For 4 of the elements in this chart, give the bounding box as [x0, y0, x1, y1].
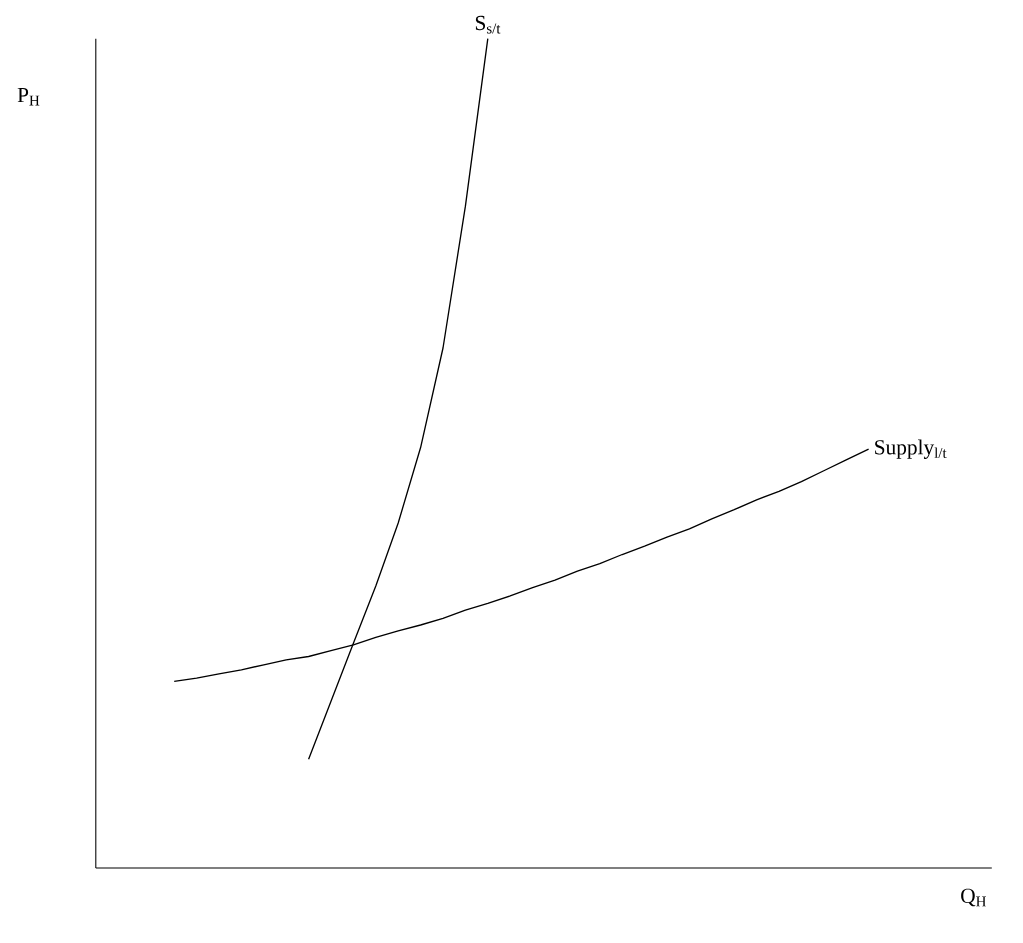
series-label: Supply$_{l/t}$ — [875, 439, 947, 459]
y-axis-title: P$_{H}$ — [17, 88, 40, 106]
series-label: S$_{s/t}$ — [475, 15, 501, 34]
x-axis-title: Q$_{H}$ — [961, 888, 986, 907]
